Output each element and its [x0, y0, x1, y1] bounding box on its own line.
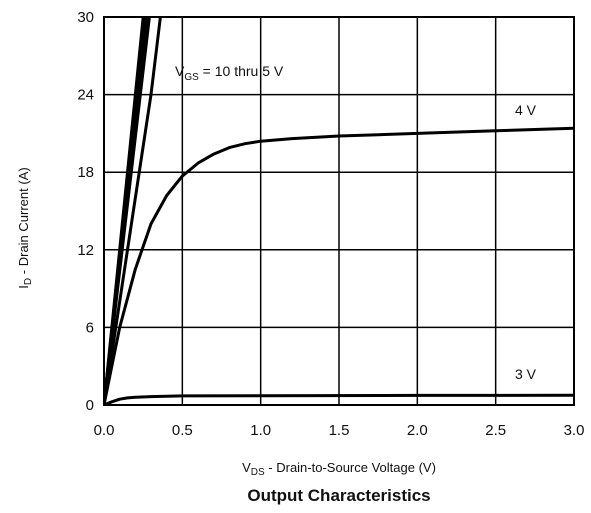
x-tick-label: 1.0 [250, 422, 271, 439]
y-tick-labels: 0 6 12 18 24 30 [77, 9, 94, 414]
y-tick-label: 24 [77, 87, 94, 104]
x-tick-label: 0.0 [94, 422, 115, 439]
y-tick-label: 12 [77, 242, 94, 259]
annotation-vgs-range: VGS = 10 thru 5 V [175, 63, 284, 83]
x-tick-label: 3.0 [564, 422, 585, 439]
x-tick-label: 2.5 [485, 422, 506, 439]
series-line-5v [104, 17, 162, 405]
series-line-6v [104, 17, 151, 405]
series-line-4v [104, 126, 574, 405]
plot-border [103, 16, 575, 406]
x-tick-labels: 0.0 0.5 1.0 1.5 2.0 2.5 3.0 [94, 422, 585, 439]
y-tick-label: 30 [77, 9, 94, 26]
y-tick-label: 6 [86, 319, 94, 336]
curves [104, 17, 574, 405]
x-tick-label: 0.5 [172, 422, 193, 439]
x-tick-label: 1.5 [329, 422, 350, 439]
series-line-3v [104, 393, 574, 405]
y-tick-label: 0 [86, 397, 94, 414]
annotation-4v: 4 V [515, 102, 537, 118]
x-tick-label: 2.0 [407, 422, 428, 439]
y-tick-label: 18 [77, 164, 94, 181]
chart-title: Output Characteristics [247, 486, 430, 505]
annotation-3v: 3 V [515, 366, 537, 382]
x-axis-label: VDS - Drain-to-Source Voltage (V) [242, 460, 436, 478]
y-axis-label: ID - Drain Current (A) [16, 167, 34, 288]
